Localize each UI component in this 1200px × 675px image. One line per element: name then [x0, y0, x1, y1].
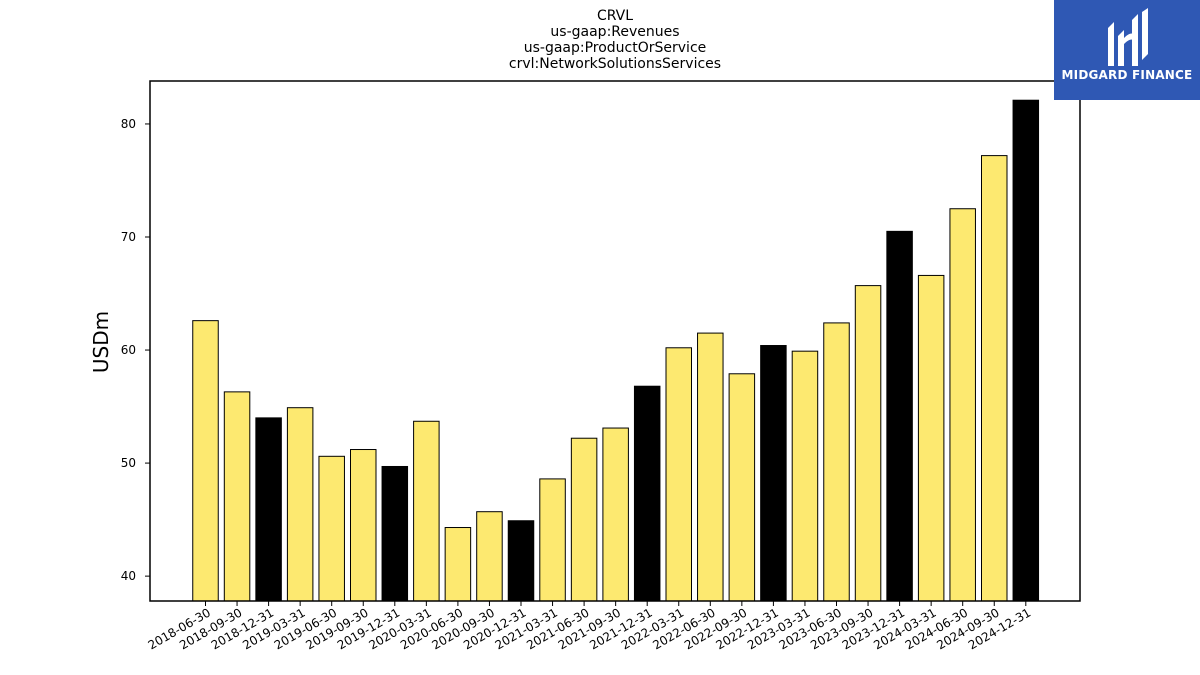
bar [286, 407, 314, 602]
bar [1012, 99, 1040, 602]
bar [886, 230, 913, 602]
plot-frame [149, 80, 1081, 602]
bar [602, 427, 629, 602]
chart-title-line: us-gaap:Revenues [550, 24, 679, 40]
y-tick-label: 40 [121, 569, 136, 583]
y-axis-ticks: 40 50 60 70 80 [121, 117, 150, 583]
bar [823, 322, 850, 602]
bar [507, 520, 535, 602]
bar [633, 385, 661, 602]
y-tick-label: 50 [121, 456, 136, 470]
bar [381, 465, 409, 602]
bars-group [192, 99, 1040, 602]
bar [728, 373, 756, 602]
bar [570, 437, 598, 602]
bar [854, 285, 882, 602]
bar [917, 274, 945, 602]
midgard-logo-icon [1108, 8, 1148, 66]
logo-text: MIDGARD FINANCE [1061, 68, 1193, 82]
bar [665, 347, 692, 602]
bar [223, 391, 251, 602]
bar [413, 420, 440, 602]
y-axis-label: USDm [89, 311, 113, 373]
bar [697, 332, 724, 602]
y-tick-label: 80 [121, 117, 136, 131]
chart-title: CRVLus-gaap:Revenuesus-gaap:ProductOrSer… [509, 8, 721, 72]
y-tick-label: 60 [121, 343, 136, 357]
x-axis-ticks: 2018-06-302018-09-302018-12-312019-03-31… [146, 601, 1033, 652]
bar [539, 478, 566, 602]
y-tick-label: 70 [121, 230, 136, 244]
bar [444, 527, 472, 602]
chart-title-line: crvl:NetworkSolutionsServices [509, 56, 721, 72]
chart-title-line: us-gaap:ProductOrService [524, 40, 707, 56]
bar [255, 417, 282, 602]
chart-title-line: CRVL [597, 8, 633, 24]
bar [350, 449, 377, 602]
bar [318, 455, 345, 602]
bar [981, 155, 1008, 602]
bar [949, 208, 976, 602]
bar [760, 345, 787, 602]
bar [476, 511, 503, 602]
bar [192, 320, 219, 602]
bar [791, 350, 819, 602]
midgard-finance-logo: MIDGARD FINANCE [1054, 0, 1200, 100]
